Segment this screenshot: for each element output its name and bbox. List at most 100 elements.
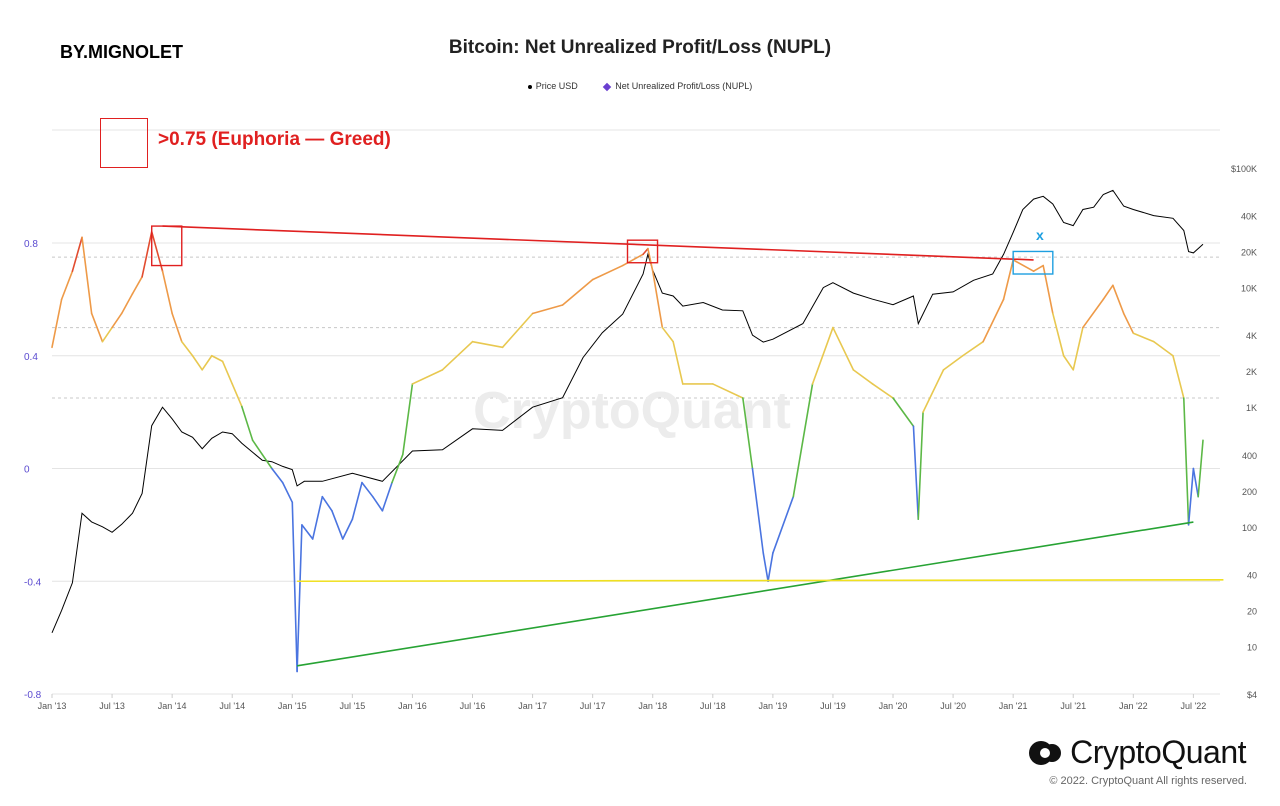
nupl-segment	[180, 340, 194, 357]
nupl-segment	[762, 552, 769, 583]
nupl-segment	[201, 354, 213, 371]
highlight-box	[1012, 250, 1054, 275]
chart-title: Bitcoin: Net Unrealized Profit/Loss (NUP…	[448, 37, 832, 58]
nupl-segment	[1112, 284, 1125, 315]
nupl-segment	[811, 326, 834, 385]
x-tick-label: Jul '13	[99, 701, 125, 711]
nupl-segment	[321, 495, 333, 512]
nupl-segment	[917, 411, 924, 521]
nupl-segment	[141, 230, 153, 278]
y-right-tick-label: $4	[1247, 690, 1257, 700]
x-tick-label: Jan '15	[278, 701, 307, 711]
nupl-segment	[111, 312, 123, 329]
nupl-segment	[961, 340, 984, 357]
euphoria-label: >0.75 (Euphoria — Greed)	[158, 129, 391, 150]
nupl-segment	[60, 270, 74, 301]
legend-item-price[interactable]: Price USD	[527, 81, 578, 91]
y-axis-left: 0.8 0.4 0 -0.4 -0.8	[24, 239, 42, 701]
grid-lines	[52, 129, 1220, 695]
x-tick-label: Jan '21	[999, 701, 1028, 711]
nupl-segment	[792, 383, 814, 498]
legend-price-label: Price USD	[535, 81, 578, 91]
nupl-segment	[331, 509, 344, 540]
nupl-segment	[661, 326, 674, 343]
nupl-segment	[1122, 312, 1135, 335]
y-right-tick-label: 4K	[1246, 331, 1257, 341]
legend: Price USD Net Unrealized Profit/Loss (NU…	[0, 81, 1280, 91]
x-tick-label: Jan '13	[38, 701, 67, 711]
y-right-tick-label: 20K	[1241, 248, 1257, 258]
nupl-segment	[1172, 354, 1185, 399]
nupl-segment	[341, 518, 354, 540]
nupl-segment	[351, 481, 363, 521]
copyright: © 2022. CryptoQuant All rights reserved.	[1049, 775, 1247, 787]
nupl-segment	[1197, 439, 1204, 498]
x-marker: x	[1036, 227, 1044, 243]
nupl-segment	[1132, 332, 1155, 343]
x-tick-label: Jul '15	[339, 701, 365, 711]
nupl-segment	[742, 397, 754, 470]
nupl-segment	[281, 481, 294, 504]
brand-logo: CryptoQuant	[1028, 734, 1246, 771]
nupl-segment	[1062, 354, 1075, 371]
nupl-segment	[1052, 312, 1065, 357]
nupl-segment	[210, 354, 224, 363]
nupl-segment	[391, 453, 404, 484]
nupl-segment	[241, 405, 254, 442]
nupl-segment	[471, 340, 504, 349]
y-right-tick-label: 10K	[1241, 284, 1257, 294]
x-tick-label: Jul '17	[580, 701, 606, 711]
y-right-tick-label: 40K	[1241, 212, 1257, 222]
legend-item-nupl[interactable]: Net Unrealized Profit/Loss (NUPL)	[602, 81, 752, 91]
nupl-segment	[871, 383, 894, 399]
x-tick-label: Jan '16	[398, 701, 427, 711]
highlight-box	[151, 225, 183, 267]
y-right-tick-label: 20	[1247, 606, 1257, 616]
annotation-layer	[151, 225, 1224, 667]
nupl-segment	[221, 360, 234, 385]
nupl-segment	[561, 278, 594, 306]
nupl-segment	[161, 270, 173, 315]
x-tick-label: Jul '18	[700, 701, 726, 711]
green-support-trendline	[296, 521, 1194, 667]
nupl-segment	[402, 383, 414, 456]
nupl-segment	[251, 439, 264, 456]
nupl-segment	[751, 467, 765, 554]
x-tick-label: Jul '14	[219, 701, 245, 711]
y-right-tick-label: 400	[1242, 451, 1257, 461]
y-axis-right: $100K 40K 20K 10K 4K 2K 1K 400 200 100 40 20 10 $4	[1231, 164, 1257, 700]
watermark: CryptoQuant	[473, 382, 791, 440]
y-right-tick-label: 2K	[1246, 367, 1257, 377]
nupl-segment	[1192, 467, 1199, 498]
x-tick-label: Jul '21	[1060, 701, 1086, 711]
y-right-tick-label: 200	[1242, 487, 1257, 497]
x-tick-label: Jan '22	[1119, 701, 1148, 711]
nupl-segment	[131, 276, 143, 295]
x-tick-label: Jul '20	[940, 701, 966, 711]
nupl-segment	[311, 495, 324, 540]
nupl-segment	[501, 312, 534, 349]
nupl-segment	[767, 552, 774, 583]
nupl-segment	[832, 326, 855, 371]
nupl-segment	[772, 495, 795, 554]
highlight-box	[626, 239, 659, 264]
price-dot-icon	[527, 84, 532, 89]
nupl-segment	[982, 298, 1005, 343]
nupl-segment	[922, 369, 945, 413]
nupl-segment	[1042, 264, 1054, 315]
nupl-segment	[301, 524, 314, 540]
nupl-segment	[1152, 340, 1174, 357]
nupl-segment	[71, 236, 83, 272]
x-tick-label: Jul '22	[1181, 701, 1207, 711]
nupl-segment	[647, 247, 654, 272]
x-tick-label: Jan '17	[518, 701, 547, 711]
brand-name: CryptoQuant	[1070, 734, 1246, 770]
nupl-segment	[672, 340, 684, 385]
x-axis: Jan '13 Jul '13 Jan '14 Jul '14 Jan '15 Jul '…	[38, 694, 1207, 711]
nupl-segment	[101, 326, 113, 343]
nupl-segment	[1002, 259, 1014, 301]
nupl-segment	[371, 495, 384, 512]
nupl-segment	[411, 369, 444, 385]
nupl-diamond-icon	[602, 82, 612, 91]
